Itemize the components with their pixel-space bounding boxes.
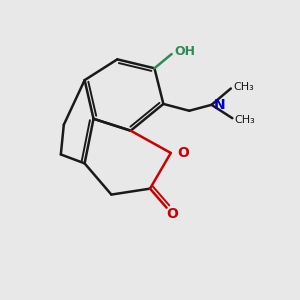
Text: N: N <box>214 98 225 112</box>
Text: O: O <box>166 207 178 221</box>
Text: CH₃: CH₃ <box>233 82 254 92</box>
Text: O: O <box>177 146 189 160</box>
Text: CH₃: CH₃ <box>235 115 256 125</box>
Text: OH: OH <box>174 45 195 58</box>
